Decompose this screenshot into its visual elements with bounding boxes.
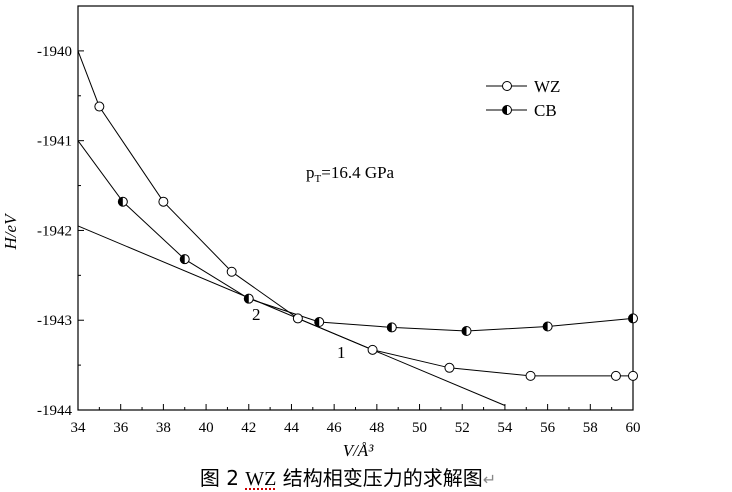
legend-wz-label: WZ — [534, 77, 560, 96]
series-wz-line — [77, 50, 633, 377]
x-tick-label: 46 — [327, 420, 343, 436]
x-tick-label: 54 — [497, 420, 513, 436]
x-tick-label: 50 — [412, 420, 427, 436]
x-tick-label: 44 — [284, 420, 300, 436]
series-cb-point — [628, 313, 638, 324]
marker-fill — [628, 313, 633, 323]
x-axis-title: V/Å³ — [343, 441, 374, 460]
x-tick-label: 36 — [113, 420, 129, 436]
marker-fill — [118, 197, 123, 207]
data-markers — [94, 101, 638, 381]
marker-fill — [314, 317, 320, 327]
y-axis-title: H/eV — [1, 212, 20, 251]
series-cb-point — [243, 293, 254, 304]
x-tick-label: 38 — [156, 420, 171, 436]
series-wz-point — [367, 344, 378, 355]
series-wz-point — [158, 196, 169, 207]
y-tick-label: -1943 — [37, 313, 72, 329]
x-tick-label: 42 — [241, 420, 256, 436]
marker-fill — [502, 105, 507, 115]
caption-suffix: 结构相变压力的求解图 — [276, 466, 483, 490]
series-cb-point — [542, 321, 553, 332]
series-wz-point — [444, 362, 455, 373]
plot-area — [77, 5, 634, 411]
legend-cb-label: CB — [534, 101, 557, 120]
legend-cb-marker — [502, 105, 512, 115]
marker-fill — [462, 326, 467, 336]
plot-border — [77, 5, 634, 411]
marker-fill — [244, 294, 249, 304]
legend: WZ CB — [486, 77, 560, 120]
y-axis: -1940 -1941 -1942 -1943 -1944 — [37, 5, 84, 419]
series-wz-point — [292, 313, 303, 324]
caption-prefix: 图 2 — [199, 466, 246, 490]
marker-fill — [543, 322, 548, 332]
figure-caption: 图 2 WZ 结构相变压力的求解图↵ — [0, 462, 696, 491]
series-wz-point — [226, 266, 237, 277]
y-tick-label: -1944 — [37, 403, 72, 419]
x-tick-label: 34 — [71, 420, 87, 436]
x-tick-label: 48 — [369, 420, 384, 436]
series-cb-point — [117, 196, 128, 207]
tangent-point-1-label: 1 — [337, 343, 346, 362]
pressure-symbol: p — [306, 163, 315, 182]
series-wz-point — [94, 101, 105, 112]
x-tick-label: 40 — [199, 420, 214, 436]
pressure-subscript: T — [315, 173, 322, 185]
marker-fill — [387, 322, 392, 332]
legend-wz-marker — [502, 81, 512, 91]
series-wz-point — [628, 370, 638, 381]
marker-fill — [180, 254, 185, 264]
caption-wz: WZ — [245, 468, 277, 490]
caption-return-mark: ↵ — [482, 470, 497, 489]
y-tick-label: -1941 — [37, 134, 72, 150]
pressure-value: =16.4 GPa — [321, 163, 394, 182]
y-tick-label: -1940 — [37, 44, 72, 60]
x-tick-label: 56 — [540, 420, 556, 436]
tangent-point-2-label: 2 — [252, 305, 261, 324]
series-cb-point — [314, 317, 325, 328]
legend-cb-symbol — [502, 105, 512, 115]
x-tick-label: 52 — [455, 420, 470, 436]
tangent-line — [77, 225, 506, 406]
series-cb-point — [386, 322, 397, 333]
series-wz-point — [610, 370, 621, 381]
series-cb-point — [461, 325, 472, 336]
x-tick-label: 58 — [583, 420, 598, 436]
series-wz-point — [525, 370, 536, 381]
series-cb-point — [179, 254, 190, 265]
y-tick-label: -1942 — [37, 223, 72, 239]
x-axis: 34 36 38 40 42 44 46 48 50 52 54 56 58 60 — [71, 404, 641, 436]
x-tick-label: 60 — [626, 420, 641, 436]
pressure-annotation: pT=16.4 GPa — [306, 163, 395, 185]
